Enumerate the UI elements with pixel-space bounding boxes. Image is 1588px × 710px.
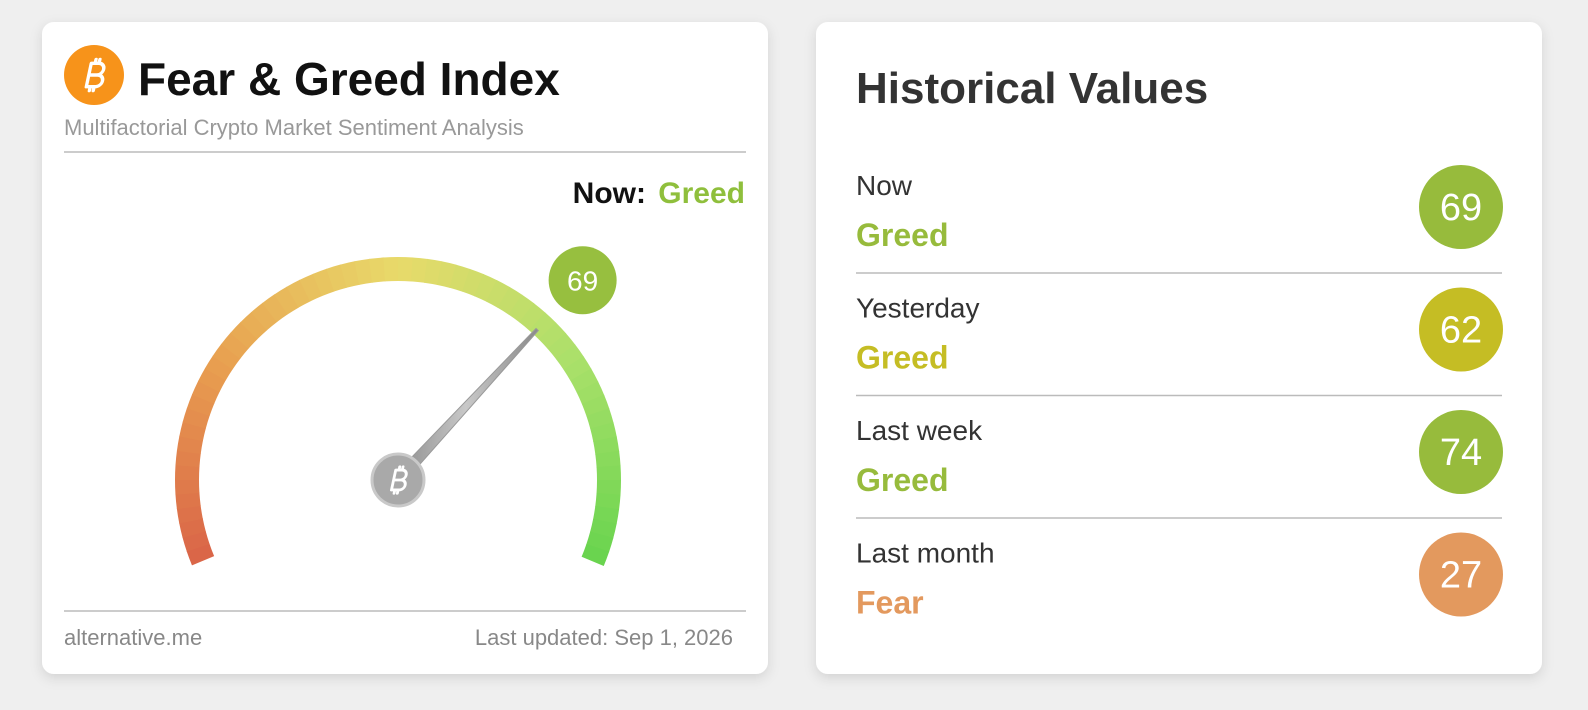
gauge-arc — [508, 294, 535, 323]
gauge-arc — [593, 436, 620, 455]
gauge-arc — [221, 332, 249, 359]
status: Fear — [856, 585, 924, 621]
period: Last month — [856, 538, 995, 569]
value-circle — [1419, 410, 1503, 494]
gauge-arc — [299, 273, 323, 302]
gauge-arc — [529, 312, 557, 340]
gauge-arc — [497, 286, 523, 315]
history-title: Historical Values — [856, 64, 1208, 113]
gauge-arc — [595, 492, 621, 510]
gauge-arc — [197, 367, 227, 393]
value-circle — [1419, 532, 1503, 617]
gauge-arc — [436, 261, 457, 288]
gauge-arc — [182, 407, 210, 429]
gauge-arc — [595, 450, 621, 468]
value-circle — [1419, 165, 1503, 249]
updated: Last updated: Sep 1, 2026 — [475, 625, 733, 650]
history-card — [816, 22, 1542, 674]
value: 62 — [1440, 310, 1482, 352]
gauge-arc — [519, 303, 546, 331]
gauge-arc — [576, 381, 605, 405]
bitcoin-icon — [390, 465, 408, 495]
period: Last week — [856, 415, 983, 446]
gauge-arc — [176, 435, 203, 455]
gauge-arc — [312, 268, 335, 297]
gauge-arc — [204, 355, 233, 381]
now-status: Greed — [658, 177, 745, 210]
value-circle — [1419, 287, 1503, 372]
gauge-arc — [186, 393, 215, 417]
gauge-arc — [354, 258, 373, 285]
gauge-arc — [191, 380, 220, 404]
gauge-arc — [461, 268, 485, 297]
gauge-arc — [240, 311, 268, 340]
gauge-arc — [179, 518, 206, 538]
value-bubble — [548, 246, 617, 315]
gauge-arc — [182, 530, 210, 552]
value: 27 — [1440, 555, 1482, 597]
gauge-arc — [590, 518, 617, 539]
subtitle: Multifactorial Crypto Market Sentiment A… — [64, 115, 524, 140]
status: Greed — [856, 340, 948, 376]
gauge-arc — [590, 422, 617, 442]
gauge-arc — [563, 356, 592, 382]
gauge-arc — [250, 302, 278, 331]
history-rows: Now Greed 69 Yesterday Greed 62 Last week Greed… — [856, 165, 1503, 621]
value: 74 — [1440, 432, 1482, 474]
gauge-arc — [570, 368, 599, 393]
gauge-arc — [449, 264, 471, 292]
gauge-arc — [186, 543, 215, 566]
gauge-arc — [368, 257, 386, 283]
gauge-arc — [593, 505, 620, 525]
gauge: 69 — [175, 246, 621, 567]
bitcoin-icon — [84, 57, 106, 93]
gauge-arc — [179, 421, 206, 442]
now-label: Now: — [573, 177, 646, 210]
status: Greed — [856, 217, 948, 253]
gauge-arc — [212, 343, 241, 370]
gauge-arc — [286, 279, 311, 308]
index-card — [42, 22, 768, 674]
value-label: 69 — [567, 265, 598, 296]
value: 69 — [1440, 187, 1482, 229]
status: Greed — [856, 462, 948, 498]
gauge-arc — [326, 264, 348, 292]
gauge-arc — [274, 286, 300, 315]
gauge-arc — [581, 543, 610, 567]
period: Yesterday — [856, 293, 980, 324]
gauge-arc — [175, 492, 201, 510]
gauge-arc — [547, 332, 576, 360]
gauge-arc — [555, 344, 584, 371]
gauge-arc — [474, 273, 498, 302]
gauge-arc — [175, 450, 201, 468]
gauge-arc — [485, 279, 511, 309]
gauge-arc — [586, 408, 614, 430]
title: Fear & Greed Index — [138, 53, 560, 105]
gauge-arc — [538, 322, 567, 350]
gauge-arc — [340, 261, 360, 288]
period: Now — [856, 170, 913, 201]
gauge-arc — [581, 394, 610, 417]
gauge-arc — [410, 257, 428, 283]
gauge-arc — [262, 294, 289, 323]
gauge-arc — [176, 505, 203, 524]
source: alternative.me — [64, 625, 202, 650]
gauge-arc — [586, 531, 614, 553]
gauge-arc — [230, 321, 258, 349]
gauge-arc — [423, 258, 443, 285]
